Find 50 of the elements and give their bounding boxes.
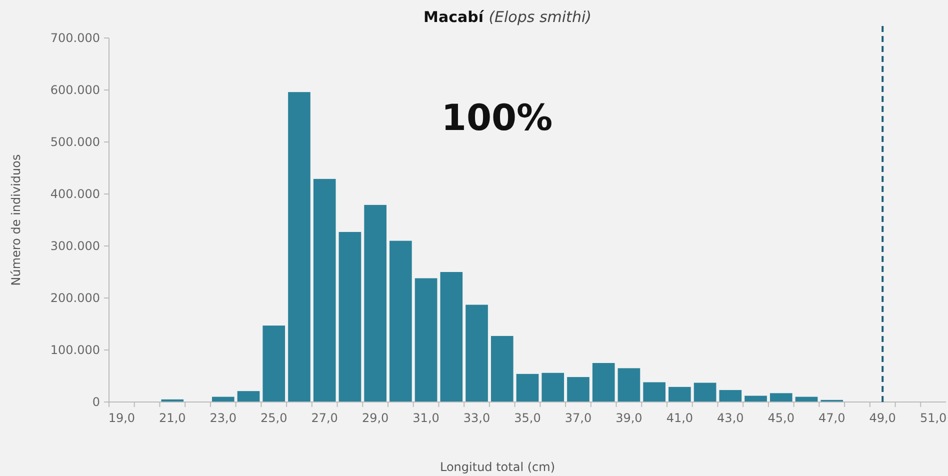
x-tick-label: 37,0 (564, 411, 592, 425)
bar (466, 304, 488, 402)
bar (516, 374, 539, 402)
bar (618, 368, 640, 402)
x-tick-label: 45,0 (768, 411, 794, 425)
x-tick-label: 41,0 (666, 411, 694, 425)
bar (668, 386, 691, 402)
x-tick-label: 33,0 (463, 411, 490, 425)
x-tick-label: 25,0 (260, 411, 288, 425)
x-axis-title: Longitud total (cm) (440, 460, 556, 474)
y-tick-label: 600.000 (50, 83, 100, 98)
bar (592, 363, 615, 402)
bar (262, 326, 286, 402)
x-tick-label: 21,0 (159, 411, 186, 425)
x-tick-label: 43,0 (717, 411, 744, 425)
bar (313, 178, 336, 402)
bar (237, 391, 260, 402)
y-tick-label: 400.000 (50, 187, 100, 202)
bar (414, 278, 438, 402)
y-tick-label: 100.000 (50, 343, 100, 358)
x-tick-label: 35,0 (514, 411, 541, 425)
x-tick-label: 27,0 (311, 411, 338, 425)
annotation: 100% (441, 98, 553, 139)
bar (288, 92, 310, 402)
bar (694, 382, 716, 402)
x-tick-label: 29,0 (362, 411, 389, 425)
bar (567, 377, 590, 402)
y-tick-label: 300.000 (50, 239, 100, 254)
chart-title: Macabí (Elops smithi) (424, 8, 592, 26)
bar (490, 336, 514, 402)
y-tick-label: 0 (92, 395, 100, 410)
y-tick-label: 700.000 (50, 31, 100, 46)
x-tick-label: 47,0 (818, 411, 846, 425)
x-tick-label: 51,0 (920, 411, 947, 425)
x-tick-label: 19,0 (108, 411, 136, 425)
x-tick-label: 49,0 (869, 411, 896, 425)
x-tick-label: 23,0 (210, 411, 236, 425)
bar (542, 372, 564, 402)
y-axis-title: Número de individuos (9, 154, 23, 286)
bar (770, 393, 792, 402)
bar (440, 272, 463, 402)
x-tick-label: 31,0 (412, 411, 440, 425)
bar (390, 240, 412, 402)
y-tick-label: 500.000 (50, 135, 100, 150)
bar (364, 204, 386, 402)
bar (643, 382, 666, 402)
x-tick-label: 39,0 (616, 411, 642, 425)
y-tick-label: 200.000 (50, 291, 100, 306)
bar (719, 390, 742, 402)
bar (338, 232, 362, 402)
